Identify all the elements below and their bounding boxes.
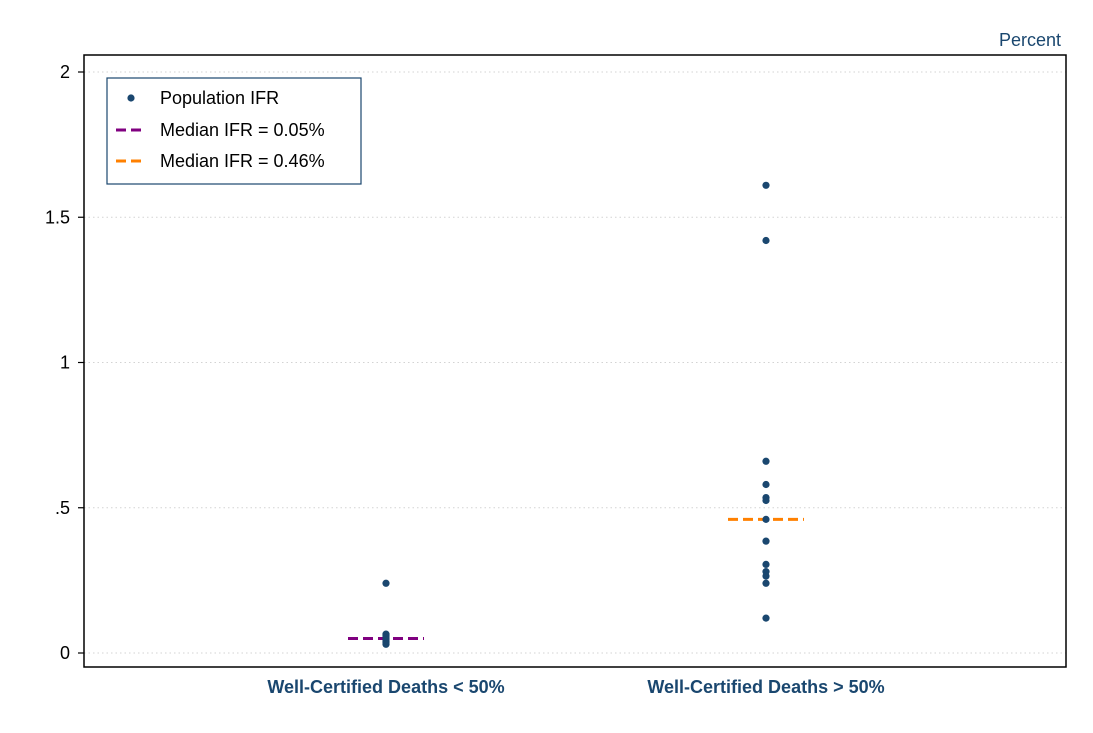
point-1-2 bbox=[762, 457, 770, 465]
y-tick-label-4: 2 bbox=[60, 62, 70, 82]
point-1-7 bbox=[762, 537, 770, 545]
point-1-3 bbox=[762, 480, 770, 489]
y-axis-unit-label: Percent bbox=[999, 30, 1061, 50]
legend-marker-dot bbox=[127, 94, 135, 102]
legend-label-1: Median IFR = 0.05% bbox=[160, 120, 325, 140]
category-label-1: Well-Certified Deaths > 50% bbox=[647, 677, 884, 697]
plot-frame bbox=[83, 54, 1067, 668]
point-1-8 bbox=[762, 560, 770, 568]
point-1-10 bbox=[762, 572, 770, 580]
data-marks bbox=[348, 181, 804, 648]
y-tick-label-1: .5 bbox=[55, 498, 70, 518]
point-1-6 bbox=[762, 515, 770, 523]
legend-label-2: Median IFR = 0.46% bbox=[160, 151, 325, 171]
gridlines bbox=[84, 71, 1066, 654]
point-1-11 bbox=[762, 579, 770, 587]
point-0-0 bbox=[382, 579, 390, 587]
axes: 0 .5 1 1.5 2 Well-Certified Deaths < 50% Well-… bbox=[45, 54, 1067, 697]
legend: Population IFR Median IFR = 0.05% Median I… bbox=[106, 77, 362, 185]
point-1-12 bbox=[762, 614, 770, 622]
point-0-8 bbox=[382, 640, 390, 648]
y-tick-label-2: 1 bbox=[60, 353, 70, 373]
point-1-1 bbox=[762, 236, 770, 245]
y-tick-label-0: 0 bbox=[60, 643, 70, 663]
point-1-0 bbox=[762, 181, 770, 189]
legend-box bbox=[106, 77, 362, 185]
y-tick-label-3: 1.5 bbox=[45, 207, 70, 227]
point-1-5 bbox=[762, 496, 770, 505]
legend-label-0: Population IFR bbox=[160, 88, 279, 108]
category-label-0: Well-Certified Deaths < 50% bbox=[267, 677, 504, 697]
